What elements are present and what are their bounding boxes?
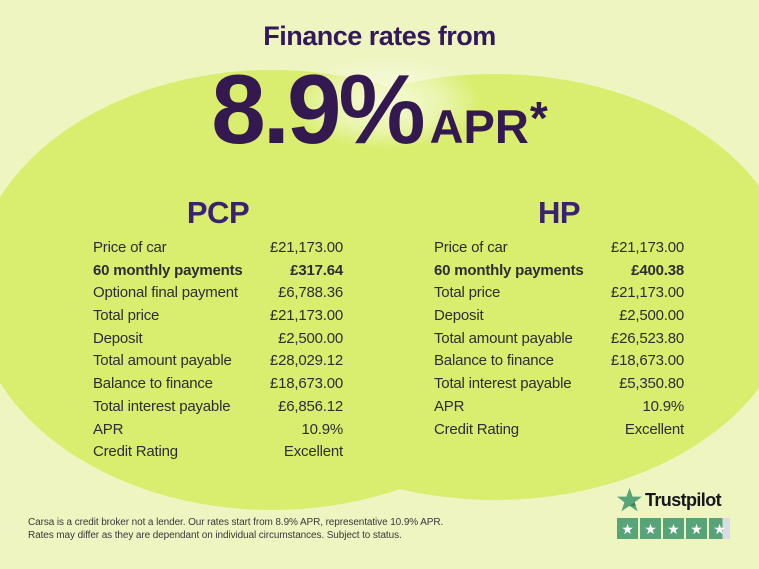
- finance-row-value: £21,173.00: [610, 284, 684, 302]
- hp-column: HP Price of car £21,173.00 60 monthly paym…: [434, 197, 684, 443]
- finance-row-label: Optional final payment: [93, 284, 238, 302]
- star-box-icon: ★: [640, 518, 661, 539]
- finance-row: Total interest payable £5,350.80: [434, 375, 684, 398]
- finance-row-value: £317.64: [290, 261, 343, 279]
- finance-row-label: APR: [434, 397, 465, 415]
- finance-row: Price of car £21,173.00: [93, 239, 343, 262]
- trustpilot-widget: Trustpilot ★ ★ ★ ★ ★: [617, 488, 730, 539]
- finance-row: Total price £21,173.00: [434, 284, 684, 307]
- finance-row-label: Deposit: [434, 307, 484, 325]
- pcp-column-title: PCP: [186, 195, 250, 230]
- finance-row-value: £5,350.80: [619, 375, 684, 393]
- pcp-column: PCP Price of car £21,173.00 60 monthly pay…: [93, 197, 343, 466]
- star-box-icon: ★: [617, 518, 638, 539]
- hero-asterisk: *: [529, 92, 548, 144]
- finance-row-value: £21,173.00: [269, 307, 343, 325]
- finance-row-label: Total amount payable: [434, 329, 573, 347]
- hero-apr-label: APR: [429, 100, 529, 153]
- finance-row: Total amount payable £28,029.12: [93, 352, 343, 375]
- hp-column-title: HP: [537, 195, 581, 230]
- finance-row-label: 60 monthly payments: [93, 261, 243, 279]
- finance-row-label: APR: [93, 420, 124, 438]
- star-glyph-icon: ★: [621, 520, 634, 537]
- star-box-partial-icon: ★: [709, 518, 730, 539]
- finance-row: 60 monthly payments £400.38: [434, 262, 684, 285]
- finance-row: Total amount payable £26,523.80: [434, 330, 684, 353]
- finance-row-value: £6,856.12: [278, 397, 343, 415]
- finance-row-label: Total price: [93, 307, 160, 325]
- finance-row-label: Price of car: [93, 239, 167, 256]
- finance-row-value: £6,788.36: [278, 284, 343, 302]
- finance-row-label: Total amount payable: [93, 352, 232, 370]
- finance-row: APR 10.9%: [434, 398, 684, 421]
- finance-row: Total price £21,173.00: [93, 307, 343, 330]
- finance-row-label: Credit Rating: [434, 420, 519, 438]
- star-glyph-icon: ★: [644, 520, 657, 537]
- finance-row-value: £18,673.00: [610, 352, 684, 370]
- finance-row-label: Deposit: [93, 329, 143, 347]
- star-glyph-icon: ★: [713, 520, 726, 537]
- finance-row-value: £400.38: [631, 261, 684, 279]
- finance-row-label: Total interest payable: [434, 375, 572, 393]
- finance-row: Total interest payable £6,856.12: [93, 398, 343, 421]
- pcp-rows: Price of car £21,173.00 60 monthly payment…: [93, 239, 343, 466]
- finance-row: Credit Rating Excellent: [93, 443, 343, 466]
- finance-row-value: £28,029.12: [269, 352, 343, 370]
- legal-disclaimer-line1: Carsa is a credit broker not a lender. O…: [28, 517, 444, 528]
- finance-row: Deposit £2,500.00: [93, 330, 343, 353]
- finance-row-label: 60 monthly payments: [434, 261, 584, 279]
- banner-title: Finance rates from: [263, 21, 496, 51]
- finance-row-value: 10.9%: [301, 420, 343, 438]
- finance-row: Price of car £21,173.00: [434, 239, 684, 262]
- finance-row: APR 10.9%: [93, 421, 343, 444]
- finance-row-value: 10.9%: [642, 397, 684, 415]
- legal-disclaimer-line2: Rates may differ as they are dependant o…: [28, 529, 402, 541]
- finance-row: 60 monthly payments £317.64: [93, 262, 343, 285]
- hp-rows: Price of car £21,173.00 60 monthly payment…: [434, 239, 684, 443]
- finance-row-value: £18,673.00: [269, 375, 343, 393]
- finance-row: Deposit £2,500.00: [434, 307, 684, 330]
- finance-row-label: Total price: [434, 284, 501, 302]
- hero-rate: 8.9% APR*: [0, 60, 759, 158]
- finance-row-label: Balance to finance: [434, 352, 554, 370]
- finance-row-label: Credit Rating: [93, 443, 178, 461]
- trustpilot-logo: Trustpilot: [617, 488, 730, 512]
- star-glyph-icon: ★: [667, 520, 680, 537]
- finance-row-label: Balance to finance: [93, 375, 213, 393]
- finance-row-label: Total interest payable: [93, 397, 231, 415]
- star-box-icon: ★: [686, 518, 707, 539]
- finance-row-value: £21,173.00: [269, 239, 343, 256]
- finance-row-value: £2,500.00: [619, 307, 684, 325]
- finance-row-value: £26,523.80: [610, 329, 684, 347]
- finance-row: Balance to finance £18,673.00: [434, 352, 684, 375]
- trustpilot-brand-name: Trustpilot: [645, 489, 722, 510]
- finance-row-value: £21,173.00: [610, 239, 684, 256]
- finance-row: Optional final payment £6,788.36: [93, 284, 343, 307]
- finance-row-label: Price of car: [434, 239, 508, 256]
- star-glyph-icon: ★: [690, 520, 703, 537]
- finance-row-value: Excellent: [624, 420, 684, 438]
- star-box-icon: ★: [663, 518, 684, 539]
- finance-row-value: Excellent: [283, 443, 343, 461]
- finance-row-value: £2,500.00: [278, 329, 343, 347]
- hero-rate-value: 8.9%: [211, 54, 425, 164]
- finance-row: Credit Rating Excellent: [434, 421, 684, 444]
- trustpilot-rating-stars: ★ ★ ★ ★ ★: [617, 518, 730, 539]
- legal-disclaimer: Carsa is a credit broker not a lender. O…: [28, 517, 443, 543]
- trustpilot-star-icon: [617, 488, 642, 512]
- finance-row: Balance to finance £18,673.00: [93, 375, 343, 398]
